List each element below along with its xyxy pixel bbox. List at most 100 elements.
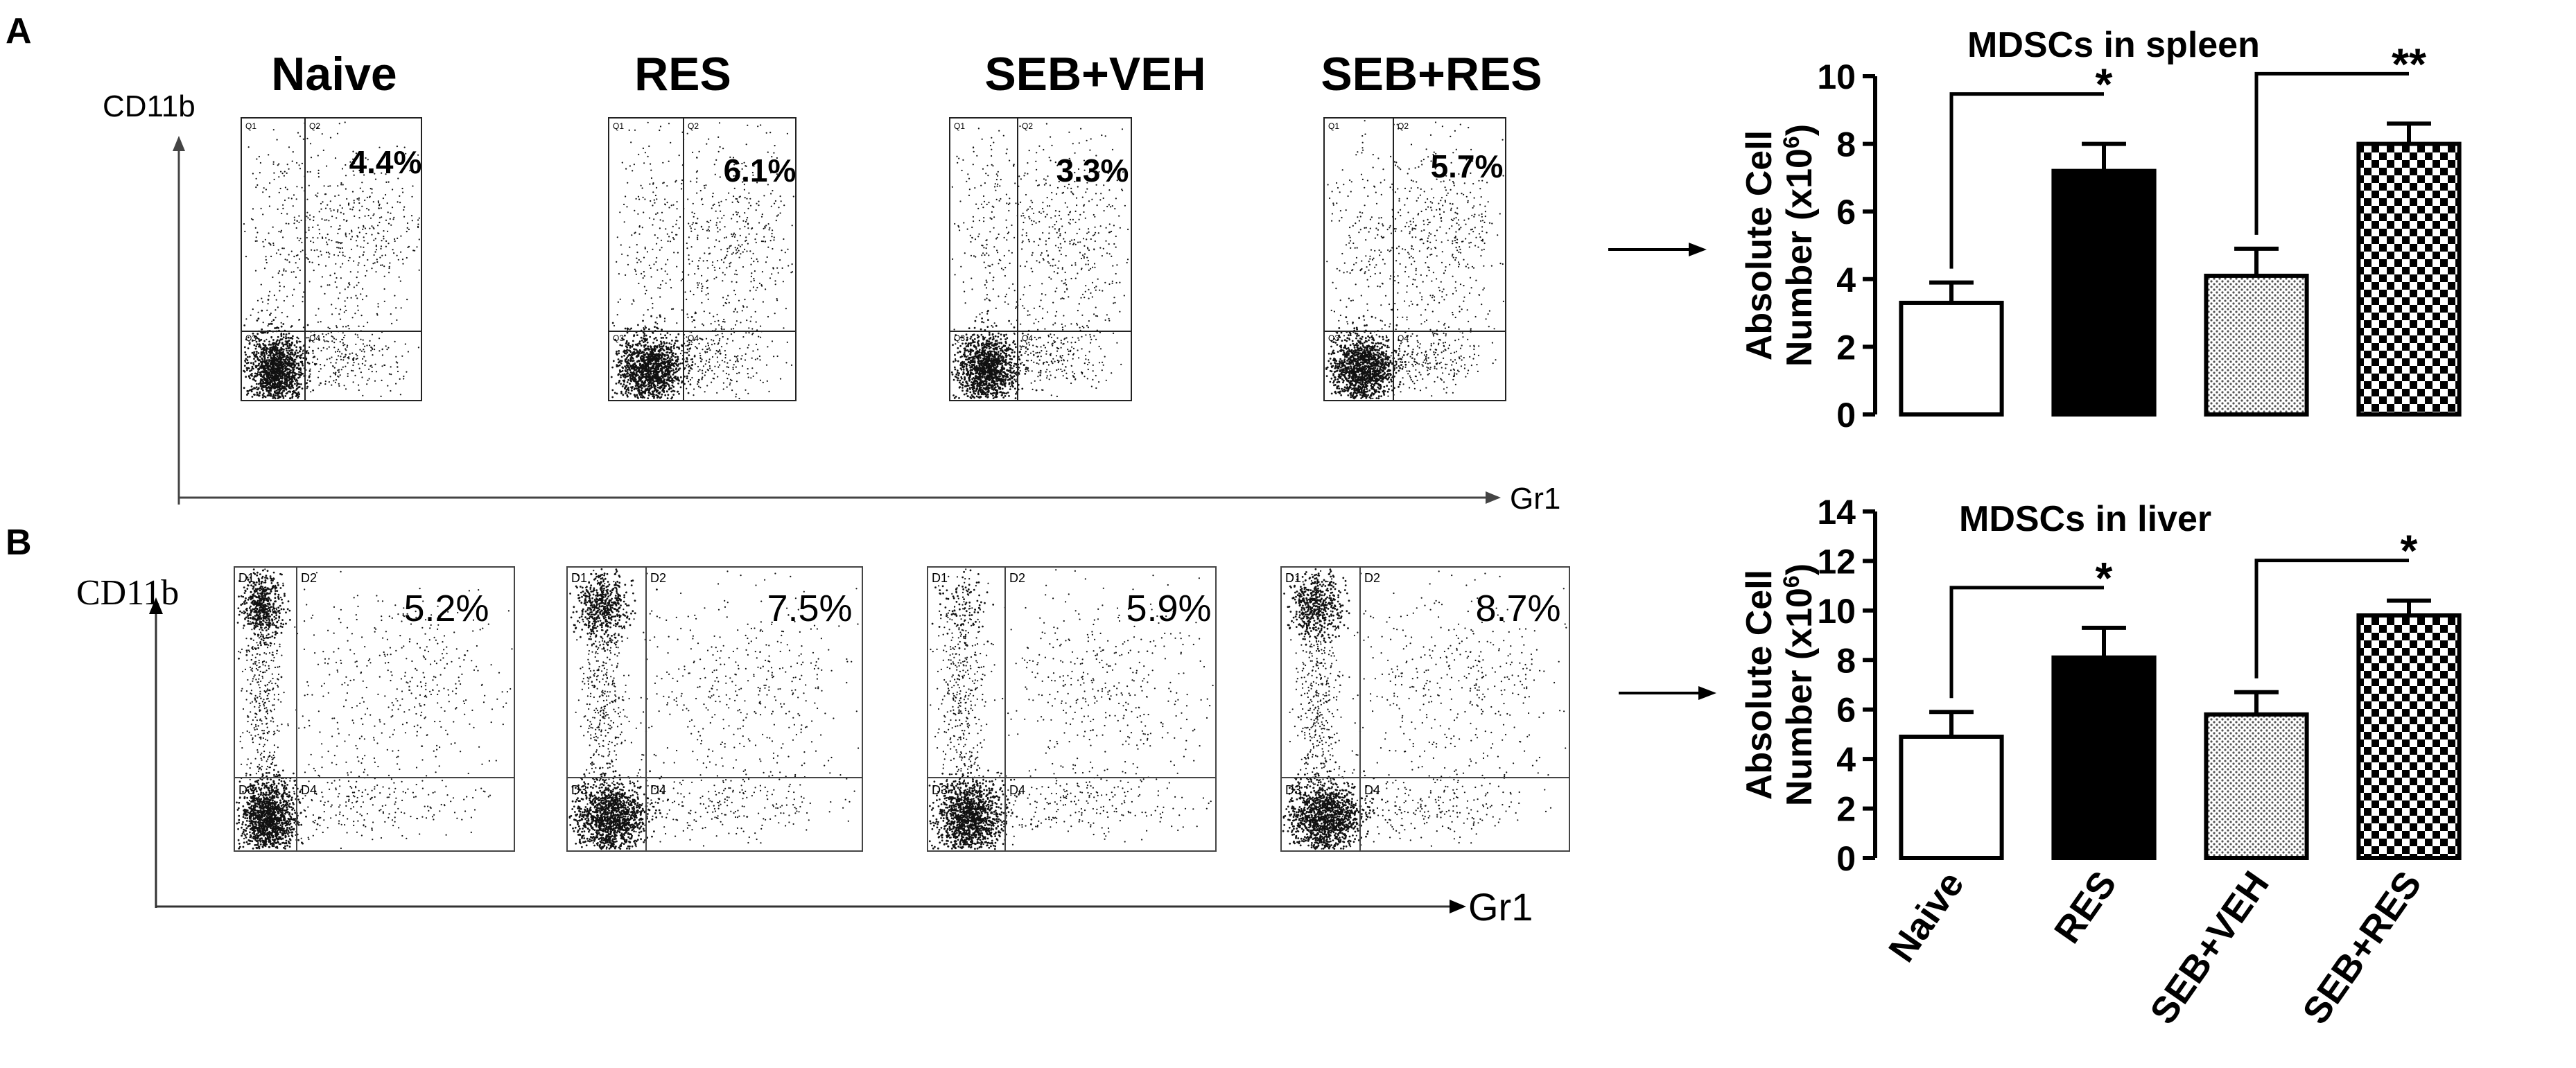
event-dot	[279, 342, 281, 344]
event-dot	[706, 260, 708, 261]
event-dot	[740, 322, 741, 323]
event-dot	[726, 267, 727, 268]
event-dot	[641, 387, 643, 389]
event-dot	[347, 347, 348, 348]
event-dot	[329, 185, 331, 186]
event-dot	[351, 370, 352, 371]
event-dot	[964, 394, 966, 396]
event-dot	[419, 238, 420, 240]
event-dot	[299, 270, 301, 271]
event-dot	[339, 351, 340, 352]
event-dot	[1003, 371, 1005, 373]
event-dot	[331, 304, 332, 305]
event-dot	[381, 207, 382, 209]
event-dot	[351, 229, 352, 231]
event-dot	[281, 393, 283, 395]
event-dot	[792, 263, 793, 265]
event-dot	[270, 356, 272, 358]
event-dot	[291, 198, 293, 199]
event-dot	[630, 365, 632, 367]
event-dot	[681, 188, 682, 189]
event-dot	[645, 247, 646, 248]
event-dot	[297, 362, 299, 365]
event-dot	[323, 347, 324, 349]
event-dot	[756, 344, 757, 345]
event-dot	[322, 276, 323, 277]
event-dot	[390, 366, 392, 367]
event-dot	[747, 347, 749, 349]
event-dot	[273, 383, 275, 385]
event-dot	[745, 240, 746, 242]
event-dot	[299, 347, 301, 349]
event-dot	[733, 234, 734, 236]
event-dot	[407, 247, 408, 248]
event-dot	[266, 262, 268, 263]
event-dot	[633, 351, 635, 353]
event-dot	[406, 371, 407, 373]
event-dot	[659, 392, 661, 394]
event-dot	[320, 251, 321, 252]
event-dot	[647, 156, 649, 157]
event-dot	[243, 387, 245, 389]
event-dot	[296, 357, 298, 359]
event-dot	[669, 352, 671, 354]
event-dot	[345, 256, 346, 257]
event-dot	[280, 171, 281, 173]
event-dot	[264, 372, 266, 374]
event-dot	[673, 238, 675, 240]
event-dot	[740, 195, 741, 197]
event-dot	[731, 236, 733, 237]
event-dot	[732, 202, 733, 203]
event-dot	[617, 374, 619, 376]
event-dot	[993, 336, 995, 338]
event-dot	[734, 356, 736, 357]
event-dot	[402, 259, 403, 260]
event-dot	[273, 129, 275, 130]
event-dot	[661, 362, 663, 364]
event-dot	[647, 397, 649, 399]
event-dot	[648, 394, 650, 396]
event-dot	[347, 286, 349, 288]
event-dot	[657, 378, 659, 380]
event-dot	[751, 316, 752, 317]
event-dot	[757, 358, 758, 359]
event-dot	[276, 299, 277, 301]
event-dot	[288, 146, 290, 148]
event-dot	[772, 190, 773, 191]
event-dot	[665, 375, 667, 377]
event-dot	[338, 355, 339, 356]
event-dot	[258, 312, 259, 313]
event-dot	[285, 358, 287, 360]
event-dot	[260, 380, 262, 382]
event-dot	[365, 227, 366, 229]
event-dot	[1012, 386, 1014, 388]
event-dot	[715, 159, 717, 161]
event-dot	[713, 340, 714, 341]
event-dot	[307, 380, 308, 381]
event-dot	[961, 364, 963, 366]
event-dot	[376, 249, 377, 250]
event-dot	[351, 236, 353, 237]
event-dot	[268, 295, 270, 297]
event-dot	[613, 325, 615, 326]
event-dot	[690, 379, 691, 380]
event-dot	[771, 273, 772, 274]
event-dot	[258, 383, 260, 385]
event-dot	[677, 201, 678, 202]
event-dot	[417, 226, 419, 227]
event-dot	[747, 217, 748, 218]
event-dot	[345, 175, 347, 176]
event-dot	[360, 339, 361, 340]
event-dot	[290, 387, 292, 389]
event-dot	[699, 353, 701, 354]
event-dot	[756, 259, 758, 260]
event-dot	[411, 215, 412, 216]
event-dot	[755, 359, 756, 360]
quadrant-label-q4: Q4	[309, 333, 320, 343]
event-dot	[686, 313, 688, 315]
event-dot	[678, 348, 680, 350]
event-dot	[262, 371, 264, 373]
event-dot	[645, 248, 646, 250]
event-dot	[299, 168, 301, 169]
